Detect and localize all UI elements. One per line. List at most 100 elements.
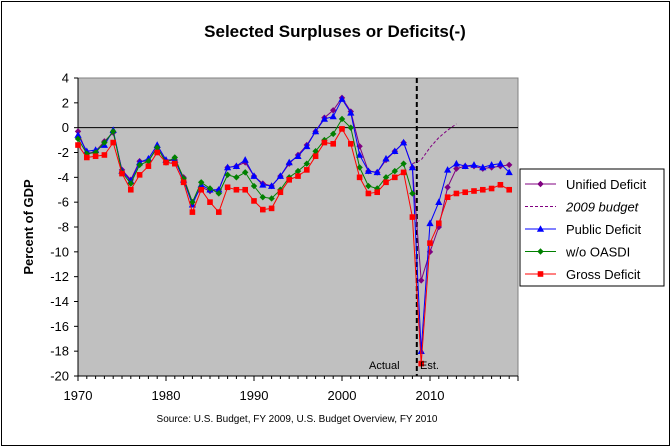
data-point (408, 163, 416, 171)
data-point (277, 189, 284, 196)
data-point (348, 141, 354, 147)
y-tick-label: -18 (50, 344, 69, 359)
data-point (312, 127, 320, 135)
data-point (145, 163, 152, 169)
data-point (215, 185, 223, 193)
data-point (136, 172, 143, 178)
x-tick-label: 1990 (240, 388, 269, 403)
data-point (92, 153, 99, 160)
data-point (418, 360, 424, 367)
y-tick-label: 0 (62, 120, 69, 135)
data-point (232, 162, 240, 169)
data-point (224, 163, 232, 171)
data-point (391, 167, 398, 175)
data-point (356, 174, 363, 181)
data-point (74, 131, 82, 138)
data-point (163, 159, 169, 166)
data-point (250, 172, 258, 179)
data-point (330, 141, 336, 147)
y-tick-label: -12 (50, 269, 69, 284)
data-point (382, 174, 390, 181)
legend-label: 2009 budget (565, 200, 640, 215)
legend-label: Unified Deficit (566, 177, 647, 192)
y-tick-label: -10 (50, 244, 69, 259)
data-point (506, 186, 512, 193)
data-point (242, 169, 249, 176)
series-2009-budget (412, 123, 457, 165)
data-point (356, 164, 363, 171)
data-point (207, 199, 213, 205)
data-point (110, 128, 117, 135)
x-tick-label: 1980 (152, 388, 181, 403)
plot-area (77, 77, 519, 377)
data-point (436, 220, 442, 227)
data-point (320, 115, 328, 122)
data-point (304, 167, 310, 173)
data-point (268, 205, 275, 212)
data-point (128, 186, 134, 193)
data-point (251, 198, 257, 204)
data-point (383, 179, 389, 186)
data-point (84, 154, 90, 161)
data-point (136, 161, 143, 169)
data-point (365, 190, 372, 197)
data-point (453, 165, 460, 172)
data-point (294, 152, 302, 160)
y-tick-label: -14 (50, 294, 69, 309)
data-point (110, 139, 116, 146)
series-line (77, 98, 510, 352)
x-tick-label: 1970 (64, 388, 93, 403)
legend-marker (536, 225, 545, 232)
data-point (409, 190, 416, 197)
data-point (189, 198, 196, 206)
data-point (339, 126, 345, 132)
data-point (154, 144, 161, 151)
data-point (374, 189, 380, 196)
data-point (427, 240, 433, 246)
chart-title: Selected Surpluses or Deficits(-) (204, 22, 466, 41)
data-point (461, 162, 469, 169)
data-point (294, 167, 302, 175)
x-tick-label: 2000 (328, 388, 357, 403)
data-point (215, 190, 222, 197)
data-point (462, 189, 468, 196)
data-point (286, 177, 292, 183)
data-point (409, 214, 416, 220)
legend-label: w/o OASDI (565, 245, 630, 260)
data-point (496, 159, 504, 167)
data-point (172, 160, 178, 167)
data-point (295, 173, 301, 179)
legend-label: Gross Deficit (566, 267, 641, 282)
data-point (268, 182, 276, 189)
series-line (412, 123, 457, 165)
data-point (417, 347, 425, 354)
data-point (180, 179, 187, 186)
data-point (418, 277, 425, 284)
data-point (330, 130, 337, 138)
data-point (488, 185, 495, 192)
data-point (444, 166, 452, 173)
legend-box (519, 168, 665, 287)
data-point (224, 171, 231, 179)
data-point (444, 194, 451, 200)
data-point (347, 124, 354, 131)
estimate-annotation: Est. (420, 360, 439, 372)
data-point (470, 161, 478, 168)
data-point (250, 182, 258, 190)
data-point (312, 153, 319, 160)
y-tick-label: -4 (57, 170, 69, 185)
y-tick-label: -16 (50, 319, 69, 334)
data-point (92, 149, 99, 156)
data-point (329, 112, 337, 120)
y-tick-label: 2 (62, 95, 69, 110)
data-point (488, 161, 496, 168)
data-point (171, 154, 178, 161)
series-gross-deficit (75, 126, 512, 367)
data-point (400, 160, 407, 167)
y-tick-label: -6 (57, 195, 69, 210)
data-point (268, 195, 275, 202)
data-point (259, 180, 267, 188)
data-point (338, 115, 346, 123)
data-point (101, 152, 108, 158)
